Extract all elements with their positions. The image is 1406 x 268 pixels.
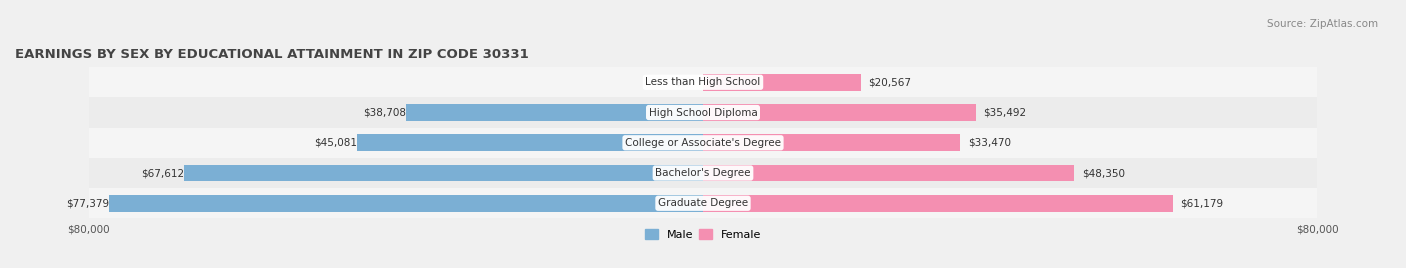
- Text: High School Diploma: High School Diploma: [648, 107, 758, 118]
- Bar: [89, 97, 1317, 128]
- Text: Less than High School: Less than High School: [645, 77, 761, 87]
- Text: EARNINGS BY SEX BY EDUCATIONAL ATTAINMENT IN ZIP CODE 30331: EARNINGS BY SEX BY EDUCATIONAL ATTAINMEN…: [15, 48, 529, 61]
- Legend: Male, Female: Male, Female: [640, 225, 766, 244]
- Bar: [89, 128, 1317, 158]
- Text: $67,612: $67,612: [141, 168, 184, 178]
- Text: $61,179: $61,179: [1181, 198, 1223, 208]
- Bar: [108, 195, 703, 211]
- Bar: [703, 104, 976, 121]
- Bar: [703, 195, 1173, 211]
- Text: $77,379: $77,379: [66, 198, 108, 208]
- Bar: [89, 158, 1317, 188]
- Bar: [406, 104, 703, 121]
- Bar: [703, 135, 960, 151]
- Text: Source: ZipAtlas.com: Source: ZipAtlas.com: [1267, 19, 1378, 29]
- Text: $0: $0: [675, 77, 688, 87]
- Bar: [89, 67, 1317, 97]
- Bar: [357, 135, 703, 151]
- Bar: [184, 165, 703, 181]
- Text: Graduate Degree: Graduate Degree: [658, 198, 748, 208]
- Bar: [703, 165, 1074, 181]
- Bar: [89, 188, 1317, 218]
- Text: $20,567: $20,567: [869, 77, 911, 87]
- Text: $35,492: $35,492: [983, 107, 1026, 118]
- Text: $38,708: $38,708: [363, 107, 406, 118]
- Text: College or Associate's Degree: College or Associate's Degree: [626, 138, 780, 148]
- Text: $45,081: $45,081: [314, 138, 357, 148]
- Bar: [703, 74, 860, 91]
- Text: $48,350: $48,350: [1083, 168, 1125, 178]
- Text: $33,470: $33,470: [967, 138, 1011, 148]
- Text: Bachelor's Degree: Bachelor's Degree: [655, 168, 751, 178]
